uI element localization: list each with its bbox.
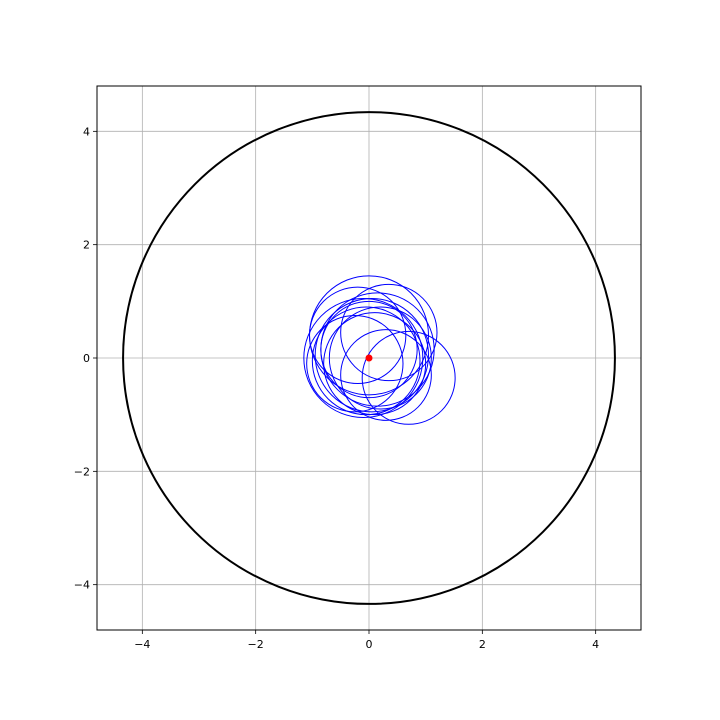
x-tick-label: −2 — [248, 638, 264, 651]
y-tick-label: −2 — [74, 465, 90, 478]
axis-ticks: −4 −2 0 2 4 −4 −2 0 2 4 — [74, 125, 599, 651]
x-tick-label: 4 — [592, 638, 599, 651]
small-circle — [303, 298, 424, 418]
small-circle — [340, 283, 438, 382]
y-tick-label: 4 — [83, 125, 90, 138]
boundary-circle-group — [122, 111, 616, 605]
boundary-circle — [122, 111, 616, 605]
x-tick-label: 0 — [366, 638, 373, 651]
small-circle — [314, 298, 430, 413]
small-circle — [309, 286, 407, 385]
small-circle — [328, 306, 432, 410]
center-point-group — [365, 354, 373, 362]
small-circle — [306, 315, 404, 413]
y-tick-label: −4 — [74, 579, 90, 592]
small-circle — [311, 306, 421, 416]
x-tick-label: 2 — [479, 638, 486, 651]
x-tick-label: −4 — [134, 638, 150, 651]
y-tick-label: 0 — [83, 352, 90, 365]
small-circle — [323, 312, 427, 416]
y-tick-label: 2 — [83, 239, 90, 252]
small-circles — [303, 275, 456, 425]
small-circle — [361, 330, 456, 425]
small-circle — [340, 329, 432, 421]
grid — [97, 86, 641, 630]
center-point — [365, 354, 373, 362]
